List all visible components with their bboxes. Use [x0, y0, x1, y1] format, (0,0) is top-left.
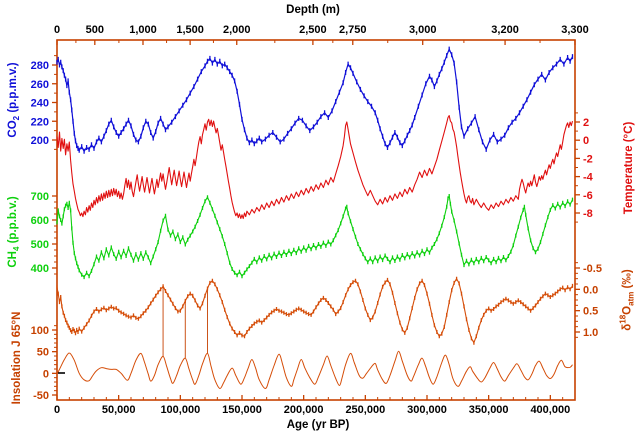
co2-tick-label: 220: [31, 116, 49, 128]
ch4-tick-label: 700: [31, 191, 49, 203]
ch4-tick-label: 600: [31, 215, 49, 227]
co2-tick-label: 260: [31, 79, 49, 91]
age-tick-label: 250,000: [345, 404, 385, 416]
depth-tick-label: 3,000: [409, 24, 437, 36]
depth-tick-label: 3,200: [491, 24, 519, 36]
age-tick-label: 150,000: [222, 404, 262, 416]
co2-tick-label: 240: [31, 98, 49, 110]
depth-tick-label: 1,500: [176, 24, 204, 36]
d18o-tick-label: 1.0: [583, 327, 598, 339]
bottom-axis-title: Age (yr BP): [286, 419, 350, 431]
d18o-tick-label: -0.5: [583, 263, 602, 275]
tie-lines: [162, 286, 208, 359]
depth-tick-label: 2,750: [339, 24, 367, 36]
insol-tick-label: 50: [37, 347, 49, 359]
ch4-error-bars: [56, 194, 574, 280]
temp-axis-title: Temperature (°C): [623, 121, 635, 215]
co2-axis-title: CO2 (p.p.m.v.): [6, 62, 22, 138]
insol-series: [56, 350, 573, 390]
age-tick-label: 100,000: [160, 404, 200, 416]
age-tick-label: 200,000: [284, 404, 324, 416]
ch4-axis-title: CH4 (p.p.b.v.): [6, 196, 22, 268]
depth-tick-label: 3,300: [561, 24, 589, 36]
temp-series: [56, 115, 574, 220]
insol-tick-label: 0: [43, 368, 49, 380]
co2-tick-label: 280: [31, 60, 49, 72]
co2-series-line: [56, 48, 574, 152]
insol-axis: 100 50 0 -50: [31, 325, 57, 402]
d18o-error-bars: [56, 276, 574, 345]
d18o-axis-title: δ18Oatm (‰): [618, 269, 636, 331]
insol-axis-title: Insolation J 65°N: [11, 311, 23, 405]
depth-tick-label: 1,000: [129, 24, 157, 36]
age-tick-label: 50,000: [102, 404, 136, 416]
temp-series-line: [56, 115, 574, 220]
temp-tick-label: 2: [583, 117, 589, 129]
d18o-tick-label: 0.0: [583, 284, 598, 296]
depth-tick-label: 2,000: [223, 24, 251, 36]
plot-frame: [56, 39, 576, 401]
age-tick-label: 400,000: [530, 404, 570, 416]
temp-tick-label: -6: [583, 190, 593, 202]
co2-series: [56, 46, 574, 154]
co2-tick-label: 200: [31, 135, 49, 147]
depth-axis: 0 500 1,000 1,500 2,000 2,500 2,750 3,000 3,200 3…: [54, 24, 589, 45]
co2-axis: 280 260 240 220 200: [31, 55, 57, 150]
insol-tick-label: -50: [33, 390, 49, 402]
top-axis-title: Depth (m): [286, 4, 340, 16]
age-tick-label: 350,000: [469, 404, 509, 416]
age-tick-label: 300,000: [407, 404, 447, 416]
depth-tick-label: 2,500: [299, 24, 327, 36]
temp-tick-label: -2: [583, 153, 593, 165]
temp-tick-label: 0: [583, 135, 589, 147]
temp-tick-label: -8: [583, 208, 593, 220]
d18o-series: [56, 276, 574, 345]
d18o-axis: -0.5 0.0 0.5 1.0: [575, 262, 602, 339]
temp-axis: 2 0 -2 -4 -6 -8: [575, 112, 594, 223]
ch4-series: [56, 194, 574, 280]
ch4-axis: 700 600 500 400: [31, 191, 57, 275]
d18o-series-line: [56, 278, 573, 344]
age-axis: 0 50,000 100,000 150,000 200,000 250,000 300,0…: [54, 395, 576, 416]
insol-tick-label: 100: [31, 325, 49, 337]
ch4-series-line: [56, 195, 573, 278]
depth-tick-label: 500: [86, 24, 104, 36]
depth-tick-label: 0: [54, 24, 60, 36]
insol-series-line: [56, 350, 573, 390]
temp-tick-label: -4: [583, 172, 594, 184]
d18o-tick-label: 0.5: [583, 306, 598, 318]
ch4-tick-label: 500: [31, 239, 49, 251]
age-tick-label: 0: [54, 404, 60, 416]
ch4-tick-label: 400: [31, 263, 49, 275]
